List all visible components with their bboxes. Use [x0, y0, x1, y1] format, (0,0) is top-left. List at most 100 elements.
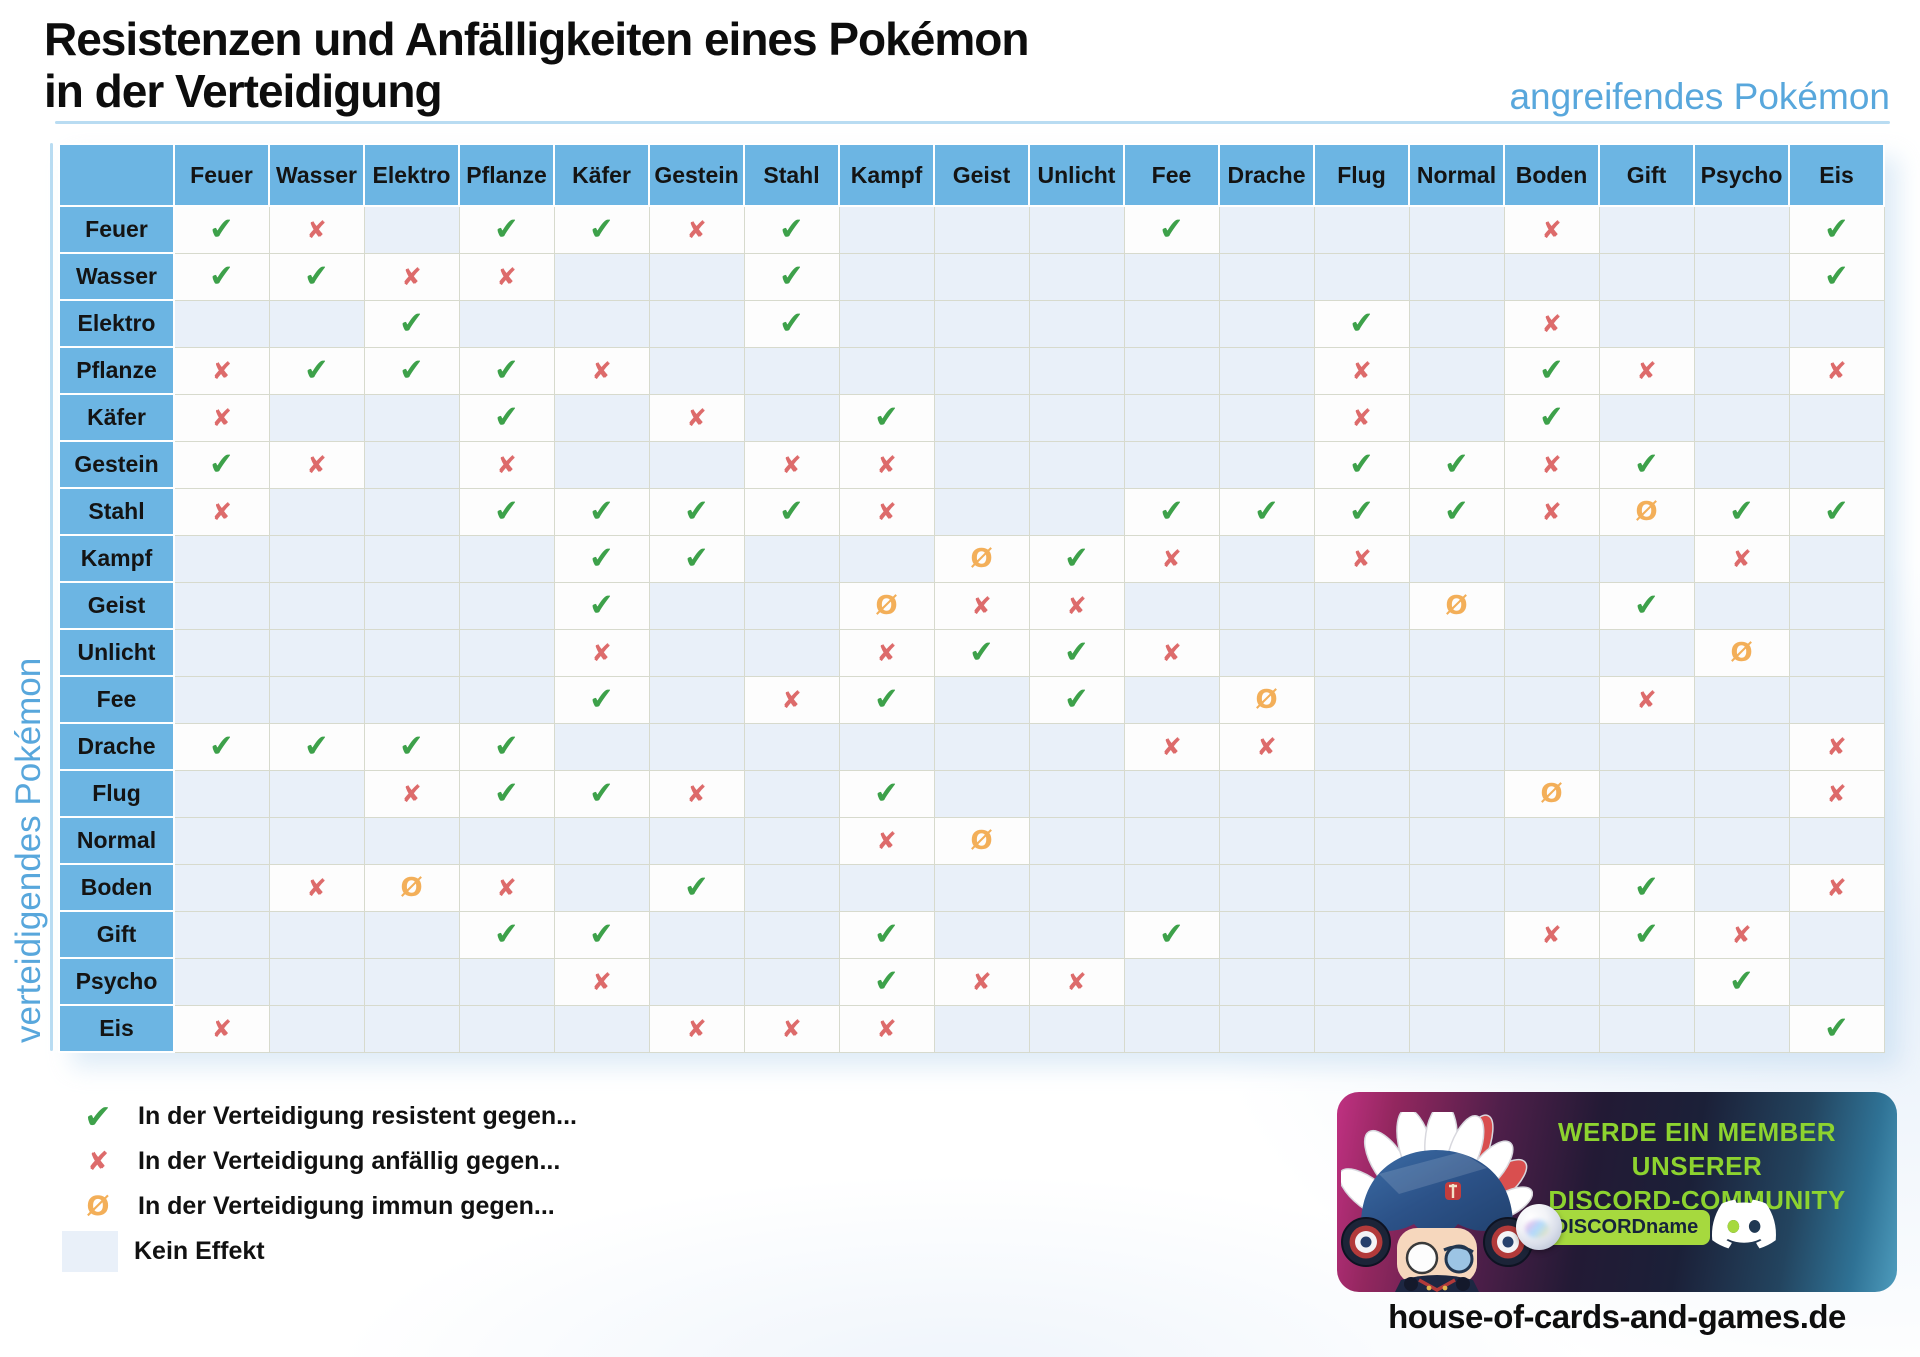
cell-psycho-drache — [1218, 957, 1315, 1006]
matrix-row-gift: Gift ✔ ✔ ✔ ✔ ✘ ✔ ✘ — [58, 910, 1885, 959]
cell-stahl-boden: ✘ — [1503, 487, 1600, 536]
cell-gestein-kampf: ✘ — [838, 440, 935, 489]
discord-name-pill[interactable]: DISCORDname — [1516, 1204, 1710, 1250]
cell-unlicht-eis — [1788, 628, 1885, 677]
resistent-mark-icon: ✔ — [1157, 493, 1186, 530]
cell-geist-gestein — [648, 581, 745, 630]
cell-feuer-geist — [933, 205, 1030, 254]
cell-kampf-käfer: ✔ — [553, 534, 650, 583]
cell-drache-wasser: ✔ — [268, 722, 365, 771]
anfällig-mark-icon: ✘ — [1826, 356, 1847, 385]
resistent-mark-icon: ✔ — [1632, 869, 1661, 906]
cell-eis-boden — [1503, 1004, 1600, 1053]
anfällig-mark-icon: ✘ — [1541, 920, 1562, 949]
cell-psycho-geist: ✘ — [933, 957, 1030, 1006]
cell-fee-psycho — [1693, 675, 1790, 724]
anfällig-mark-icon: ✘ — [686, 403, 707, 432]
col-header-drache: Drache — [1218, 143, 1315, 207]
anfällig-mark-icon: ✘ — [1731, 920, 1752, 949]
cell-eis-unlicht — [1028, 1004, 1125, 1053]
cell-elektro-käfer — [553, 299, 650, 348]
cell-eis-eis: ✔ — [1788, 1004, 1885, 1053]
cell-feuer-kampf — [838, 205, 935, 254]
resistent-mark-icon: ✔ — [872, 963, 901, 1000]
matrix-corner-cell — [58, 143, 175, 207]
anfällig-mark-icon: ✘ — [1351, 544, 1372, 573]
cell-feuer-gift — [1598, 205, 1695, 254]
cell-käfer-boden: ✔ — [1503, 393, 1600, 442]
cell-geist-eis — [1788, 581, 1885, 630]
resistent-mark-icon: ✔ — [1822, 1010, 1851, 1047]
col-header-kampf: Kampf — [838, 143, 935, 207]
cell-boden-elektro: Ø — [363, 863, 460, 912]
resistent-mark-icon: ✔ — [777, 258, 806, 295]
cell-fee-kampf: ✔ — [838, 675, 935, 724]
cell-psycho-feuer — [173, 957, 270, 1006]
cell-drache-eis: ✘ — [1788, 722, 1885, 771]
cell-eis-pflanze — [458, 1004, 555, 1053]
resistent-mark-icon: ✔ — [1822, 493, 1851, 530]
cell-käfer-unlicht — [1028, 393, 1125, 442]
cell-boden-feuer — [173, 863, 270, 912]
cell-flug-fee — [1123, 769, 1220, 818]
cell-stahl-fee: ✔ — [1123, 487, 1220, 536]
cell-unlicht-gestein — [648, 628, 745, 677]
cell-fee-pflanze — [458, 675, 555, 724]
cell-fee-unlicht: ✔ — [1028, 675, 1125, 724]
cell-boden-psycho — [1693, 863, 1790, 912]
cell-käfer-elektro — [363, 393, 460, 442]
matrix-head: Feuer Wasser Elektro Pflanze Käfer Gestein Sta… — [58, 143, 1885, 207]
cell-psycho-normal — [1408, 957, 1505, 1006]
resistent-mark-icon: ✔ — [492, 211, 521, 249]
cell-gift-elektro — [363, 910, 460, 959]
cell-gestein-eis — [1788, 440, 1885, 489]
cell-kampf-drache — [1218, 534, 1315, 583]
cell-stahl-pflanze: ✔ — [458, 487, 555, 536]
cell-käfer-gestein: ✘ — [648, 393, 745, 442]
cell-wasser-stahl: ✔ — [743, 252, 840, 301]
cell-eis-psycho — [1693, 1004, 1790, 1053]
cell-fee-geist — [933, 675, 1030, 724]
cell-unlicht-gift — [1598, 628, 1695, 677]
cell-drache-gestein — [648, 722, 745, 771]
cell-feuer-psycho — [1693, 205, 1790, 254]
cell-fee-feuer — [173, 675, 270, 724]
anfällig-mark-icon: ✘ — [591, 638, 612, 667]
cell-flug-geist — [933, 769, 1030, 818]
cell-flug-stahl — [743, 769, 840, 818]
cell-eis-geist — [933, 1004, 1030, 1053]
cell-gift-fee: ✔ — [1123, 910, 1220, 959]
cell-kampf-fee: ✘ — [1123, 534, 1220, 583]
cell-normal-flug — [1313, 816, 1410, 865]
anfällig-mark-icon: ✘ — [781, 1014, 802, 1043]
cell-fee-wasser — [268, 675, 365, 724]
cell-gestein-gift: ✔ — [1598, 440, 1695, 489]
cell-geist-gift: ✔ — [1598, 581, 1695, 630]
resistent-mark-icon: ✔ — [1632, 916, 1661, 953]
cell-unlicht-stahl — [743, 628, 840, 677]
cell-gestein-flug: ✔ — [1313, 440, 1410, 489]
discord-banner[interactable]: WERDE EIN MEMBER UNSERER DISCORD-COMMUNI… — [1337, 1092, 1897, 1292]
cell-unlicht-elektro — [363, 628, 460, 677]
cell-gestein-stahl: ✘ — [743, 440, 840, 489]
resistent-mark-icon: ✔ — [397, 305, 426, 342]
cell-feuer-unlicht — [1028, 205, 1125, 254]
cell-käfer-fee — [1123, 393, 1220, 442]
cell-elektro-unlicht — [1028, 299, 1125, 348]
cell-flug-drache — [1218, 769, 1315, 818]
cell-boden-gift: ✔ — [1598, 863, 1695, 912]
cell-boden-pflanze: ✘ — [458, 863, 555, 912]
type-matrix-wrap: Feuer Wasser Elektro Pflanze Käfer Gestein Sta… — [58, 143, 1885, 1053]
matrix-row-pflanze: Pflanze ✘ ✔ ✔ ✔ ✘ ✘ ✔ ✘ ✘ — [58, 346, 1885, 395]
cell-stahl-gift: Ø — [1598, 487, 1695, 536]
cell-elektro-kampf — [838, 299, 935, 348]
cell-boden-drache — [1218, 863, 1315, 912]
cell-stahl-geist — [933, 487, 1030, 536]
cell-geist-feuer — [173, 581, 270, 630]
resistent-mark-icon: ✔ — [1347, 446, 1376, 483]
resistent-mark-icon: ✔ — [1632, 446, 1661, 483]
defending-axis-label: verteidigendes Pokémon — [9, 657, 48, 1043]
cell-elektro-feuer — [173, 299, 270, 348]
cell-boden-fee — [1123, 863, 1220, 912]
cell-boden-eis: ✘ — [1788, 863, 1885, 912]
